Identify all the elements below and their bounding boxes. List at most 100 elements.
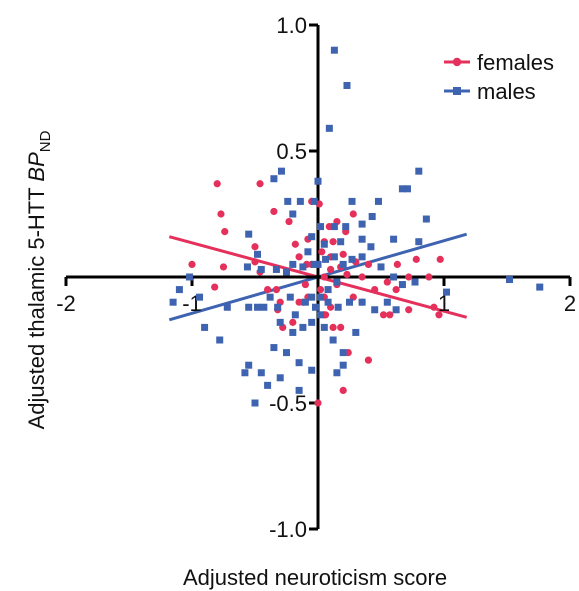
females-point — [349, 210, 357, 218]
males-point — [324, 286, 332, 294]
males-point — [301, 298, 309, 306]
females-point — [371, 286, 379, 294]
males-point — [264, 381, 272, 389]
females-point — [264, 286, 272, 294]
males-point — [295, 386, 303, 394]
x-tick-label: -2 — [56, 291, 76, 316]
females-point — [320, 273, 328, 281]
males-point — [334, 303, 342, 311]
females-point — [301, 280, 309, 289]
females-point — [393, 260, 401, 268]
males-point — [270, 344, 278, 352]
males-point — [392, 306, 400, 314]
males-point — [317, 293, 325, 301]
males-point — [339, 260, 347, 268]
females-point — [291, 240, 299, 248]
males-point — [277, 167, 285, 175]
females-point — [270, 207, 278, 216]
females-point — [364, 356, 372, 364]
males-point — [536, 283, 544, 291]
axes-layer — [66, 25, 570, 529]
males-point — [398, 185, 406, 193]
males-point — [422, 215, 430, 223]
females-point — [272, 286, 281, 294]
males-point — [243, 263, 251, 271]
x-tick-label: 2 — [564, 291, 576, 316]
males-point — [411, 278, 419, 286]
females-point — [256, 180, 264, 188]
females-point — [337, 323, 345, 331]
males-point — [283, 268, 290, 276]
males-point — [216, 336, 224, 344]
males-point — [308, 318, 316, 326]
ticks-layer: -2 -1 1 21.00.5-0.5-1.0 — [56, 13, 576, 542]
males-point — [251, 399, 259, 407]
males-point — [330, 253, 338, 261]
females-point — [219, 263, 228, 271]
legend-males-label: males — [477, 79, 536, 104]
females-point — [329, 238, 337, 246]
points-layer — [169, 46, 544, 407]
males-point — [284, 197, 292, 205]
legend-males-marker — [453, 87, 461, 95]
males-point — [342, 223, 350, 231]
males-point — [185, 273, 193, 281]
legend: females males — [444, 50, 554, 104]
y-axis-title-main: Adjusted thalamic 5-HTT — [24, 182, 49, 430]
males-point — [270, 175, 278, 183]
x-tick-label: 1 — [438, 291, 450, 316]
males-point — [304, 248, 312, 256]
males-point — [348, 197, 356, 205]
males-point — [358, 235, 366, 243]
males-point — [308, 366, 316, 374]
females-point — [339, 386, 347, 394]
males-point — [272, 265, 280, 273]
males-point — [330, 46, 338, 54]
males-point — [358, 253, 366, 261]
males-point — [289, 210, 297, 218]
males-point — [324, 298, 332, 306]
males-point — [343, 81, 351, 89]
males-point — [314, 177, 322, 185]
males-point — [368, 213, 376, 221]
y-tick-label: -0.5 — [269, 391, 307, 416]
males-point — [254, 250, 262, 258]
males-point — [403, 185, 411, 193]
males-point — [322, 255, 330, 263]
females-point — [316, 286, 325, 294]
y-tick-label: -1.0 — [269, 517, 307, 542]
legend-females-label: females — [477, 50, 554, 75]
females-point — [188, 260, 196, 268]
males-point — [289, 328, 297, 336]
females-point — [339, 250, 347, 258]
females-point — [295, 253, 303, 261]
males-point — [339, 349, 347, 357]
males-point — [266, 293, 274, 301]
females-point — [430, 303, 438, 311]
females-point — [314, 399, 322, 407]
males-point — [330, 223, 338, 231]
males-point — [325, 124, 333, 132]
y-axis-title-subscript: ND — [37, 130, 54, 152]
males-point — [390, 273, 398, 281]
females-point — [405, 273, 413, 281]
males-point — [286, 293, 294, 301]
males-point — [333, 278, 341, 286]
males-point — [358, 298, 366, 306]
males-point — [308, 293, 316, 301]
males-point — [371, 306, 379, 314]
males-point — [320, 240, 328, 248]
females-point — [435, 311, 443, 319]
females-point — [358, 273, 366, 281]
females-point — [221, 228, 229, 236]
males-point — [352, 328, 360, 336]
males-point — [296, 197, 304, 205]
males-point — [317, 223, 325, 231]
males-point — [346, 298, 353, 306]
males-point — [415, 167, 423, 175]
males-point — [276, 374, 284, 382]
males-point — [196, 293, 204, 301]
males-point — [320, 323, 328, 331]
males-point — [260, 303, 268, 311]
